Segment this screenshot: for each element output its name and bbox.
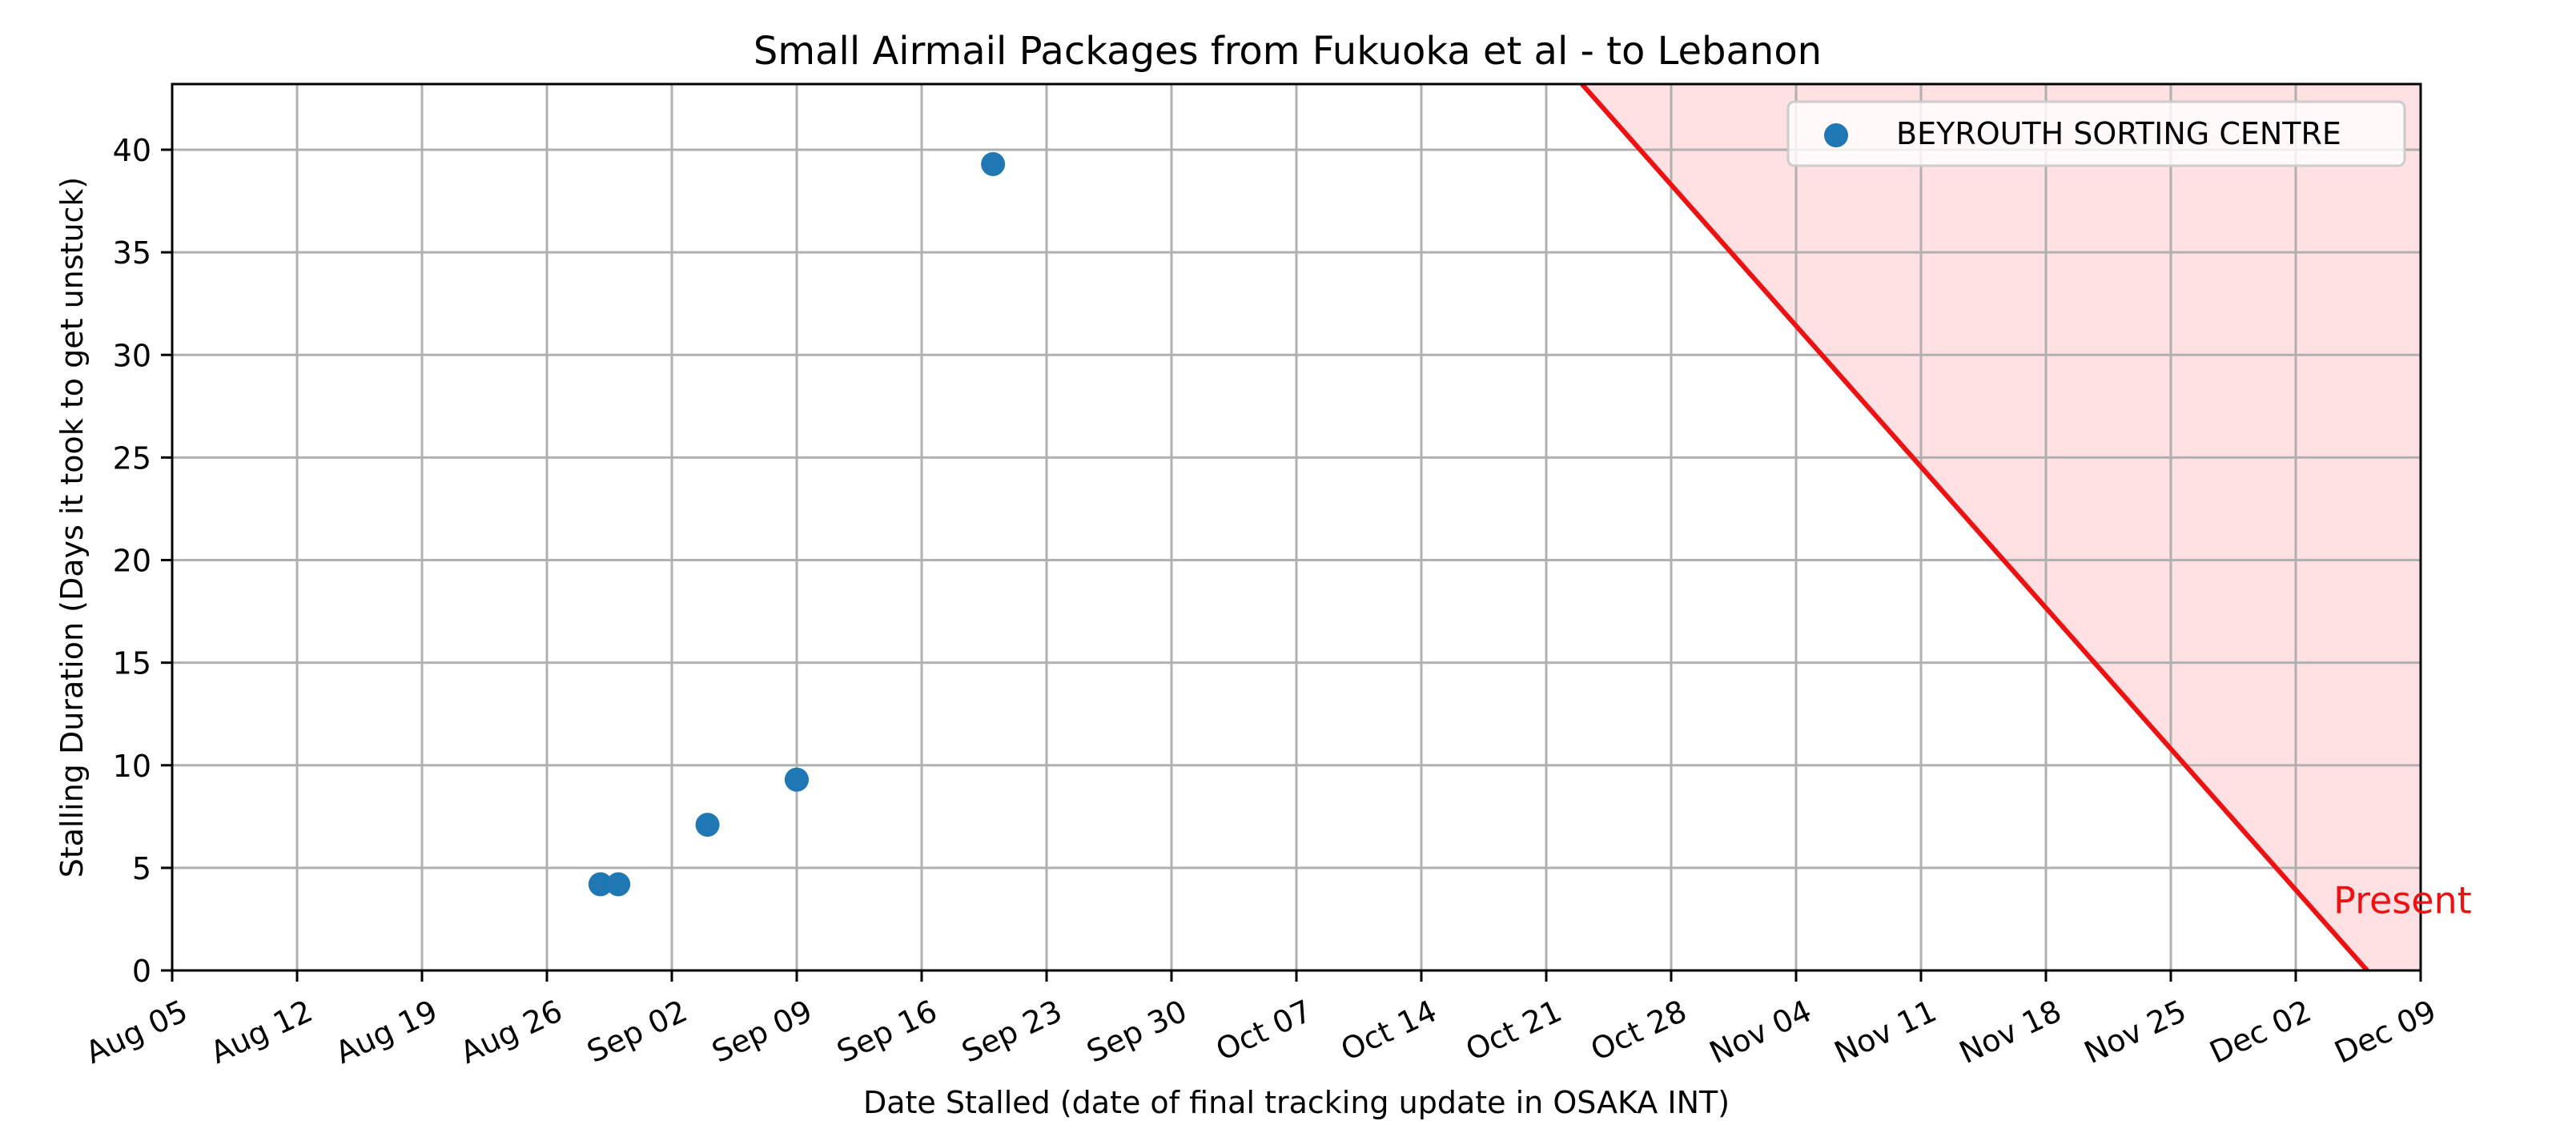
x-tick-label: Aug 12 — [205, 993, 318, 1071]
y-axis-ticks: 0 5 10 15 20 25 30 35 40 — [113, 133, 172, 989]
y-tick-label: 0 — [132, 954, 151, 989]
data-point — [588, 872, 613, 897]
legend-label: BEYROUTH SORTING CENTRE — [1896, 116, 2341, 151]
y-tick-label: 10 — [113, 749, 151, 784]
x-axis-label: Date Stalled (date of final tracking upd… — [863, 1085, 1730, 1120]
x-tick-label: Nov 11 — [1829, 993, 1942, 1071]
x-tick-label: Oct 07 — [1211, 993, 1317, 1067]
y-tick-label: 30 — [113, 338, 151, 373]
x-tick-label: Sep 09 — [707, 993, 818, 1070]
y-tick-label: 15 — [113, 646, 151, 681]
y-tick-label: 40 — [113, 133, 151, 168]
x-tick-label: Dec 02 — [2204, 993, 2317, 1070]
legend-box — [1786, 100, 2406, 167]
x-tick-label: Sep 02 — [582, 993, 693, 1070]
y-axis-label: Stalling Duration (Days it took to get u… — [54, 177, 90, 878]
future-shaded-region — [1581, 84, 2421, 970]
y-tick-label: 20 — [113, 544, 151, 579]
x-tick-label: Oct 14 — [1336, 993, 1442, 1067]
x-gridlines — [172, 84, 2421, 970]
x-axis-ticks: Aug 05 Aug 12 Aug 19 Aug 26 Sep 02 Sep 09 Sep … — [80, 970, 2441, 1071]
present-line — [1580, 84, 2369, 970]
x-tick-label: Nov 04 — [1704, 993, 1817, 1071]
y-tick-label: 35 — [113, 235, 151, 271]
x-tick-label: Aug 26 — [455, 993, 568, 1071]
x-tick-label: Dec 09 — [2329, 993, 2441, 1070]
legend-marker-icon — [1824, 123, 1848, 147]
y-tick-label: 25 — [113, 440, 151, 476]
x-tick-label: Sep 23 — [957, 993, 1067, 1070]
x-tick-label: Oct 28 — [1585, 993, 1692, 1067]
data-point — [981, 151, 1006, 176]
x-tick-label: Sep 30 — [1082, 993, 1192, 1070]
data-points — [588, 151, 1006, 897]
x-tick-label: Nov 18 — [1954, 993, 2067, 1071]
x-tick-label: Aug 19 — [330, 993, 443, 1071]
x-tick-label: Aug 05 — [80, 993, 193, 1071]
data-point — [785, 767, 809, 792]
data-point — [695, 813, 720, 838]
x-tick-label: Oct 21 — [1461, 993, 1567, 1067]
chart-title: Small Airmail Packages from Fukuoka et a… — [754, 29, 1822, 74]
plot-area — [172, 84, 2421, 970]
data-point — [606, 872, 631, 897]
x-tick-label: Nov 25 — [2079, 993, 2192, 1071]
legend: BEYROUTH SORTING CENTRE — [1786, 100, 2406, 167]
y-tick-label: 5 — [132, 851, 151, 886]
x-tick-label: Sep 16 — [832, 993, 942, 1070]
present-label: Present — [2333, 878, 2472, 922]
